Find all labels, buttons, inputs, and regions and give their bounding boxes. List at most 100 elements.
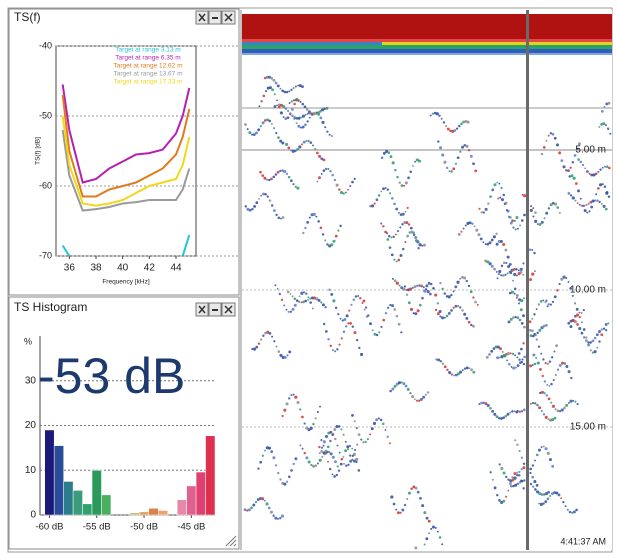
echo-dot [412,165,414,167]
echo-dot [541,221,544,224]
echo-dot [334,350,336,352]
echo-dot [403,185,405,187]
echo-dot [304,423,306,425]
echo-dot [515,411,518,414]
echo-dot [282,415,284,417]
echo-dot [381,157,383,159]
echo-dot [598,340,600,342]
echo-dot [428,532,430,534]
echo-dot [583,328,586,331]
echo-dot [439,146,442,149]
echo-dot [343,456,345,458]
echo-dot [394,169,396,171]
echogram [242,10,612,550]
echo-dot [507,352,510,355]
echo-dot [406,235,409,238]
echo-dot [274,284,276,286]
echo-dot [547,303,549,305]
echo-dot [432,526,435,529]
echo-dot [311,112,313,114]
echo-dot [291,115,294,118]
echo-dot [253,133,256,136]
echo-dot [440,360,442,362]
echo-dot [429,293,432,296]
echo-dot [521,468,523,470]
echo-dot [463,277,466,280]
surface-band [242,49,612,53]
echo-dot [490,471,492,473]
echo-dot [437,531,439,533]
echo-dot [570,174,573,177]
echo-dot [512,226,514,228]
echo-dot [567,509,569,511]
echo-dot [538,329,541,332]
echo-dot [508,320,511,323]
echo-dot [395,208,398,211]
echo-dot [394,385,397,388]
x-tick-label: 38 [90,263,102,274]
echo-dot [304,106,307,109]
echo-dot [522,314,525,317]
echo-dot [414,398,416,400]
legend-entry: Target at range 6.35 m [115,55,180,62]
echo-dot [511,366,513,368]
echo-dot [354,420,356,422]
echo-dot [508,216,510,218]
echo-dot [300,292,303,295]
echo-dot [523,326,526,329]
echo-dot [489,262,492,265]
echo-dot [412,287,414,289]
echo-dot [285,309,287,311]
echo-dot [581,205,583,207]
echo-dot [262,455,264,457]
histogram-window-buttons[interactable] [196,303,235,316]
echo-dot [423,244,426,247]
echo-dot [512,367,515,370]
echo-dot [248,131,251,134]
echo-dot [439,315,441,317]
echo-dot [502,500,505,503]
legend-entry: Target at range 17.33 m [113,79,182,86]
echo-dot [446,369,448,371]
x-tick-label: 40 [117,263,129,274]
tsf-window-buttons[interactable] [196,11,235,24]
echo-dot [274,93,276,95]
echo-dot [287,354,289,356]
echo-dot [298,117,301,120]
echo-dot [260,100,262,102]
echo-dot [437,140,439,142]
echo-dot [435,358,437,360]
echo-dot [378,417,380,419]
echo-dot [520,299,523,302]
echo-dot [514,484,517,487]
echo-dot [296,148,299,151]
echo-dot [547,491,550,494]
echo-dot [396,176,398,178]
echo-dot [318,155,321,158]
echo-dot [268,179,270,181]
echo-dot [312,308,314,310]
echo-dot [244,123,247,126]
echo-dot [556,409,559,412]
echo-dot [511,479,514,482]
echo-dot [523,408,526,411]
x-axis-label: Frequency [kHz] [102,279,150,286]
echo-dot [424,543,426,545]
echo-dot [491,239,494,242]
x-tick-label: -45 dB [177,522,205,533]
echo-dot [489,407,492,410]
echo-dot [477,304,479,306]
echo-dot [382,423,384,425]
echo-dot [518,359,520,361]
echo-dot [287,291,290,294]
echo-dot [498,417,500,419]
echo-dot [450,294,452,296]
echo-dot [273,209,276,212]
y-tick-label: -60 [39,180,52,190]
echo-dot [293,87,295,89]
echo-dot [297,85,299,87]
echo-dot [278,106,281,109]
echo-dot [430,528,432,530]
echo-dot [334,438,336,440]
echo-dot [408,301,411,304]
